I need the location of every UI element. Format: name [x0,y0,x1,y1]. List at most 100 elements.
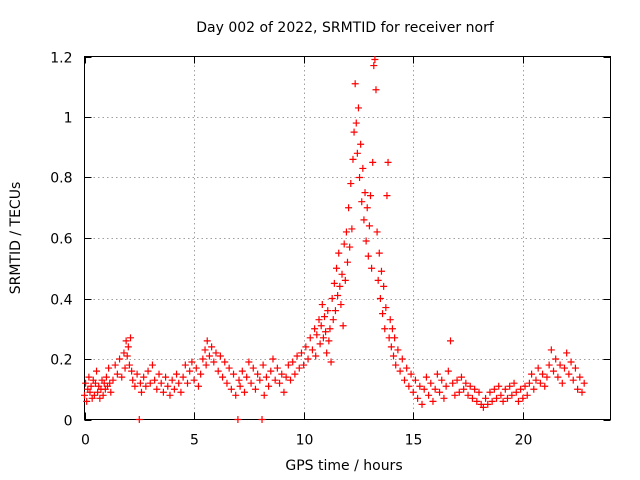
data-point [367,192,375,200]
chart-title: Day 002 of 2022, SRMTID for receiver nor… [196,20,495,36]
data-point [122,337,130,345]
data-point [87,382,95,390]
x-tick-label: 15 [405,433,423,449]
data-point [105,364,113,372]
data-point [93,367,101,375]
data-point [269,355,277,363]
data-point [335,249,343,257]
data-point [202,361,210,369]
data-point [346,243,354,251]
data-point [219,373,227,381]
data-point [306,334,314,342]
data-point [347,180,355,188]
data-point [188,358,196,366]
data-point [523,391,531,399]
data-point [282,373,290,381]
data-point [293,352,301,360]
data-point [256,376,264,384]
data-point [96,394,104,402]
data-point [379,310,387,318]
data-point [325,337,333,345]
data-point [351,80,359,88]
data-point [324,307,332,315]
data-point [466,382,474,390]
data-point [322,328,330,336]
data-point [295,364,303,372]
x-axis-ticks: 0 5 10 15 20 [81,56,532,449]
data-point [360,216,368,224]
x-tick-label: 0 [81,433,90,449]
data-point [91,379,99,387]
data-point [190,376,198,384]
data-point [334,291,342,299]
data-point [352,119,360,127]
data-point [387,343,395,351]
data-point [135,416,143,423]
data-point [510,379,518,387]
data-point [371,56,379,64]
data-point [414,394,422,402]
data-point [225,364,233,372]
data-point [212,349,220,357]
data-point [409,388,417,396]
data-point [328,295,336,302]
data-point [396,367,404,375]
data-point [170,385,178,393]
data-point [113,370,121,378]
data-point [344,258,351,266]
data-point [179,373,187,381]
data-point [276,379,284,387]
data-point [517,385,525,393]
data-point [278,370,286,378]
data-point [181,361,189,369]
data-point [353,149,361,157]
data-point [473,397,481,405]
data-point [382,304,390,312]
data-point [127,334,135,342]
data-point [482,394,490,402]
data-point [365,222,373,230]
data-point [560,364,568,372]
data-point [317,322,325,330]
data-point [471,385,479,393]
data-point [376,295,384,302]
data-point [479,403,487,411]
data-point [107,388,115,396]
data-point [508,391,516,399]
data-point [157,379,165,387]
data-point [287,376,295,384]
data-point [388,325,396,333]
data-point [146,379,154,387]
y-tick-label: 0.6 [50,232,72,248]
data-point [444,367,452,375]
data-point [318,301,326,309]
data-point [569,376,577,384]
data-point [106,379,114,387]
data-point [543,373,551,381]
data-point [457,373,465,381]
data-point [313,331,321,339]
data-point [302,343,310,351]
plot-frame [84,56,611,420]
data-point [148,361,156,369]
data-point [525,379,533,387]
data-point [392,361,400,369]
data-point [289,358,297,366]
data-point [323,349,331,357]
data-point [236,382,244,390]
data-point [273,364,281,372]
data-point [532,376,540,384]
data-point [203,337,211,345]
data-point [300,361,308,369]
data-point [199,355,207,363]
data-point [331,307,339,315]
data-point [368,264,376,272]
data-point [319,334,327,342]
data-point [164,382,172,390]
data-point [327,358,335,366]
data-point [173,370,181,378]
data-point [192,364,200,372]
data-point [370,62,378,70]
x-axis-label: GPS time / hours [285,458,402,474]
data-point [362,237,370,245]
